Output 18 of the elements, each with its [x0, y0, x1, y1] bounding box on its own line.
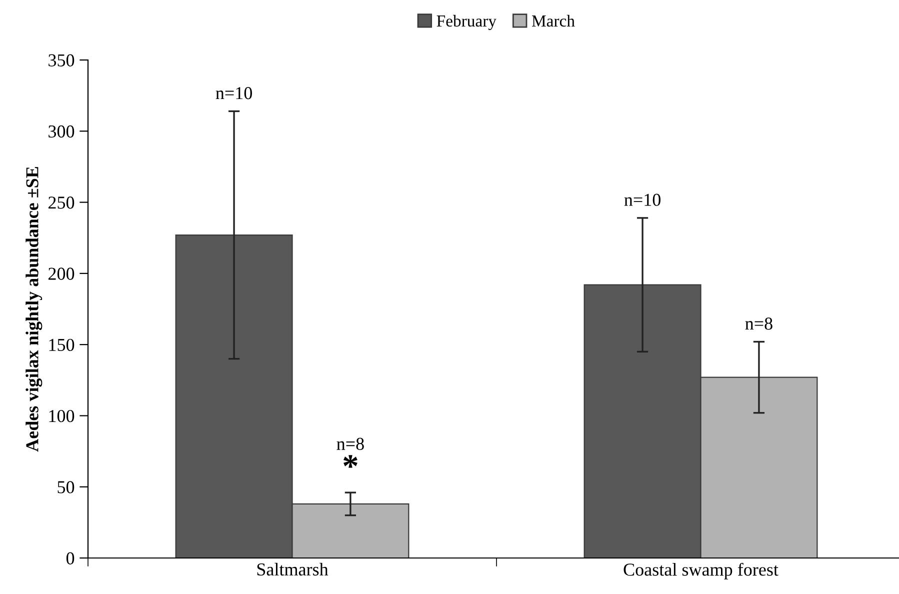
y-tick-label: 0	[66, 552, 74, 564]
legend-label: March	[532, 14, 575, 27]
y-tick-label: 300	[48, 125, 74, 138]
y-tick-label: 100	[49, 410, 74, 422]
y-tick-label: 50	[58, 481, 74, 494]
y-tick-label: 350	[48, 54, 74, 66]
annotation: n=8	[745, 318, 772, 330]
annotation: n=8	[336, 438, 364, 450]
annotation: n=10	[624, 194, 660, 206]
annotation: *	[344, 455, 358, 468]
x-tick-label: Saltmarsh	[257, 562, 328, 576]
y-axis-title: Aedes vigilax nightly abundance ±SE	[26, 167, 42, 452]
annotation: n=10	[216, 87, 252, 100]
x-tick-label: Coastal swamp forest	[624, 562, 778, 580]
y-tick-label: 200	[48, 268, 74, 280]
y-tick-label: 150	[49, 338, 74, 352]
y-tick-label: 250	[48, 196, 74, 209]
legend-label: February	[436, 14, 496, 30]
